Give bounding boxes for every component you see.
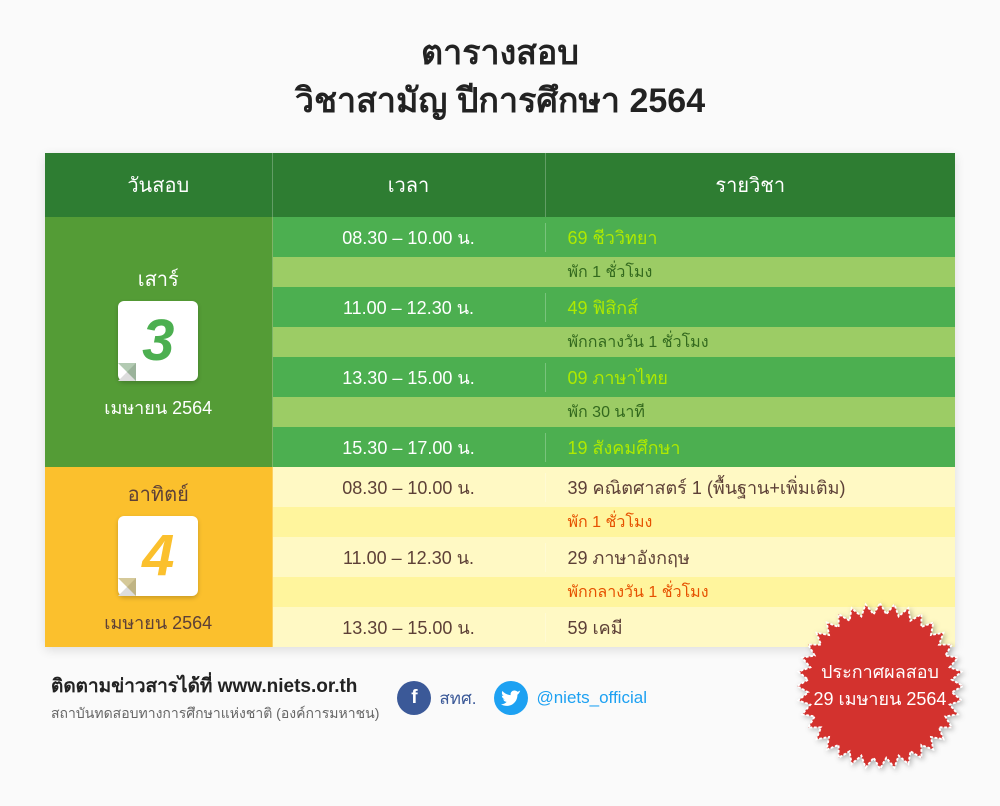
break-row: พักกลางวัน 1 ชั่วโมง: [273, 327, 956, 357]
twitter-icon: [494, 681, 528, 715]
slot-row: 15.30 – 17.00 น.19 สังคมศึกษา: [273, 427, 956, 467]
badge-line-1: ประกาศผลสอบ: [814, 659, 947, 686]
slot-row: 08.30 – 10.00 น.69 ชีววิทยา: [273, 217, 956, 257]
break-row: พัก 1 ชั่วโมง: [273, 507, 956, 537]
page-title: ตารางสอบวิชาสามัญ ปีการศึกษา 2564: [45, 30, 955, 125]
break-row: พัก 30 นาที: [273, 397, 956, 427]
header-date: วันสอบ: [45, 153, 273, 217]
twitter-label: @niets_official: [536, 688, 647, 708]
header-time: เวลา: [273, 153, 546, 217]
calendar-icon: 4: [118, 516, 198, 596]
month-year: เมษายน 2564: [104, 393, 212, 422]
subject-cell: 09 ภาษาไทย: [546, 363, 956, 392]
time-cell: 11.00 – 12.30 น.: [273, 543, 546, 572]
facebook-label: สทศ.: [439, 685, 476, 712]
header-subject: รายวิชา: [546, 153, 956, 217]
break-text: พักกลางวัน 1 ชั่วโมง: [546, 330, 956, 355]
subject-cell: 29 ภาษาอังกฤษ: [546, 543, 956, 572]
break-text: พัก 30 นาที: [546, 400, 956, 425]
slot-row: 13.30 – 15.00 น.09 ภาษาไทย: [273, 357, 956, 397]
time-cell: 11.00 – 12.30 น.: [273, 293, 546, 322]
subject-cell: 49 ฟิสิกส์: [546, 293, 956, 322]
slot-row: 11.00 – 12.30 น.29 ภาษาอังกฤษ: [273, 537, 956, 577]
twitter-link[interactable]: @niets_official: [494, 681, 647, 715]
title-line-1: ตารางสอบ: [421, 34, 579, 72]
day-name: อาทิตย์: [128, 478, 189, 510]
schedule-table: วันสอบเวลารายวิชา เสาร์ 3 เมษายน 2564 08…: [45, 153, 955, 647]
calendar-icon: 3: [118, 301, 198, 381]
footer-line-2: สถาบันทดสอบทางการศึกษาแห่งชาติ (องค์การม…: [51, 703, 379, 725]
badge-line-2: 29 เมษายน 2564: [814, 686, 947, 713]
slot-row: 11.00 – 12.30 น.49 ฟิสิกส์: [273, 287, 956, 327]
facebook-link[interactable]: f สทศ.: [397, 681, 476, 715]
announcement-badge: ประกาศผลสอบ 29 เมษายน 2564: [790, 596, 970, 776]
day-cell: อาทิตย์ 4 เมษายน 2564: [45, 467, 273, 647]
title-line-2: วิชาสามัญ ปีการศึกษา 2564: [295, 82, 705, 120]
subject-cell: 19 สังคมศึกษา: [546, 433, 956, 462]
break-text: พัก 1 ชั่วโมง: [546, 260, 956, 285]
footer-text: ติดตามข่าวสารได้ที่ www.niets.or.th สถาบ…: [51, 671, 379, 725]
break-row: พัก 1 ชั่วโมง: [273, 257, 956, 287]
slot-row: 08.30 – 10.00 น.39 คณิตศาสตร์ 1 (พื้นฐาน…: [273, 467, 956, 507]
month-year: เมษายน 2564: [104, 608, 212, 637]
time-cell: 08.30 – 10.00 น.: [273, 473, 546, 502]
subject-cell: 69 ชีววิทยา: [546, 223, 956, 252]
time-cell: 15.30 – 17.00 น.: [273, 433, 546, 462]
rows-column: 08.30 – 10.00 น.69 ชีววิทยาพัก 1 ชั่วโมง…: [273, 217, 956, 467]
subject-cell: 39 คณิตศาสตร์ 1 (พื้นฐาน+เพิ่มเติม): [546, 473, 956, 502]
footer-line-1: ติดตามข่าวสารได้ที่ www.niets.or.th: [51, 671, 379, 701]
calendar-number: 4: [142, 527, 174, 585]
time-cell: 08.30 – 10.00 น.: [273, 223, 546, 252]
break-text: พัก 1 ชั่วโมง: [546, 510, 956, 535]
time-cell: 13.30 – 15.00 น.: [273, 363, 546, 392]
facebook-icon: f: [397, 681, 431, 715]
day-cell: เสาร์ 3 เมษายน 2564: [45, 217, 273, 467]
time-cell: 13.30 – 15.00 น.: [273, 613, 546, 642]
calendar-number: 3: [142, 312, 174, 370]
day-name: เสาร์: [138, 263, 179, 295]
